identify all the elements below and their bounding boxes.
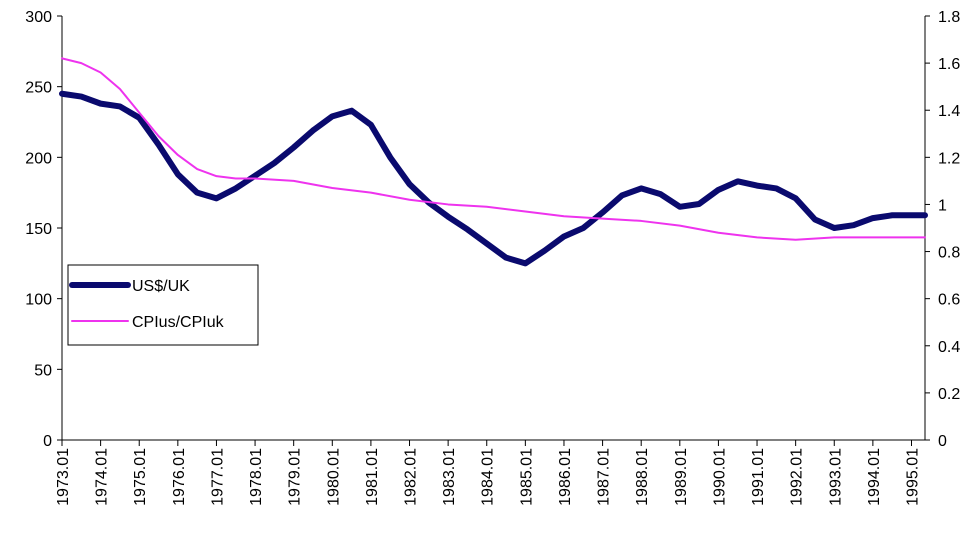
y-tick-label: 250 — [25, 80, 52, 97]
series-line — [59, 90, 928, 267]
y-tick-label: 100 — [25, 292, 52, 309]
legend-box — [67, 264, 259, 346]
y2-tick-label: 0.4 — [938, 339, 960, 356]
series-line — [61, 57, 926, 241]
x-tick-label: 1990.01 — [711, 448, 728, 506]
x-tick-label: 1988.01 — [634, 448, 651, 506]
y-tick-label: 150 — [25, 221, 52, 238]
x-tick-label: 1983.01 — [441, 448, 458, 506]
x-tick-label: 1982.01 — [403, 448, 420, 506]
y2-tick-label: 0 — [938, 433, 947, 450]
x-tick-label: 1995.01 — [904, 448, 921, 506]
x-tick-label: 1978.01 — [248, 448, 265, 506]
y2-tick-label: 0.8 — [938, 245, 960, 262]
y-tick-label: 300 — [25, 9, 52, 26]
x-tick-label: 1976.01 — [171, 448, 188, 506]
legend-label: CPIus/CPIuk — [132, 314, 225, 331]
x-tick-label: 1993.01 — [827, 448, 844, 506]
y2-tick-label: 1.6 — [938, 56, 960, 73]
y2-tick-label: 1.4 — [938, 103, 960, 120]
legend-label: US$/UK — [132, 278, 190, 295]
y2-tick-label: 1.8 — [938, 9, 960, 26]
x-tick-label: 1989.01 — [673, 448, 690, 506]
x-tick-label: 1979.01 — [287, 448, 304, 506]
y2-tick-label: 0.2 — [938, 386, 960, 403]
y-tick-label: 200 — [25, 150, 52, 167]
x-tick-label: 1977.01 — [209, 448, 226, 506]
y2-tick-label: 1.2 — [938, 150, 960, 167]
y2-tick-label: 1 — [938, 197, 947, 214]
x-tick-label: 1974.01 — [94, 448, 111, 506]
x-tick-label: 1981.01 — [364, 448, 381, 506]
x-tick-label: 1987.01 — [596, 448, 613, 506]
x-tick-label: 1975.01 — [132, 448, 149, 506]
x-tick-label: 1991.01 — [750, 448, 767, 506]
y-tick-label: 0 — [43, 433, 52, 450]
x-tick-label: 1992.01 — [789, 448, 806, 506]
x-tick-label: 1985.01 — [518, 448, 535, 506]
y-tick-label: 50 — [34, 362, 52, 379]
x-tick-label: 1984.01 — [480, 448, 497, 506]
x-tick-label: 1973.01 — [55, 448, 72, 506]
x-tick-label: 1980.01 — [325, 448, 342, 506]
y2-tick-label: 0.6 — [938, 292, 960, 309]
x-tick-label: 1994.01 — [866, 448, 883, 506]
x-tick-label: 1986.01 — [557, 448, 574, 506]
